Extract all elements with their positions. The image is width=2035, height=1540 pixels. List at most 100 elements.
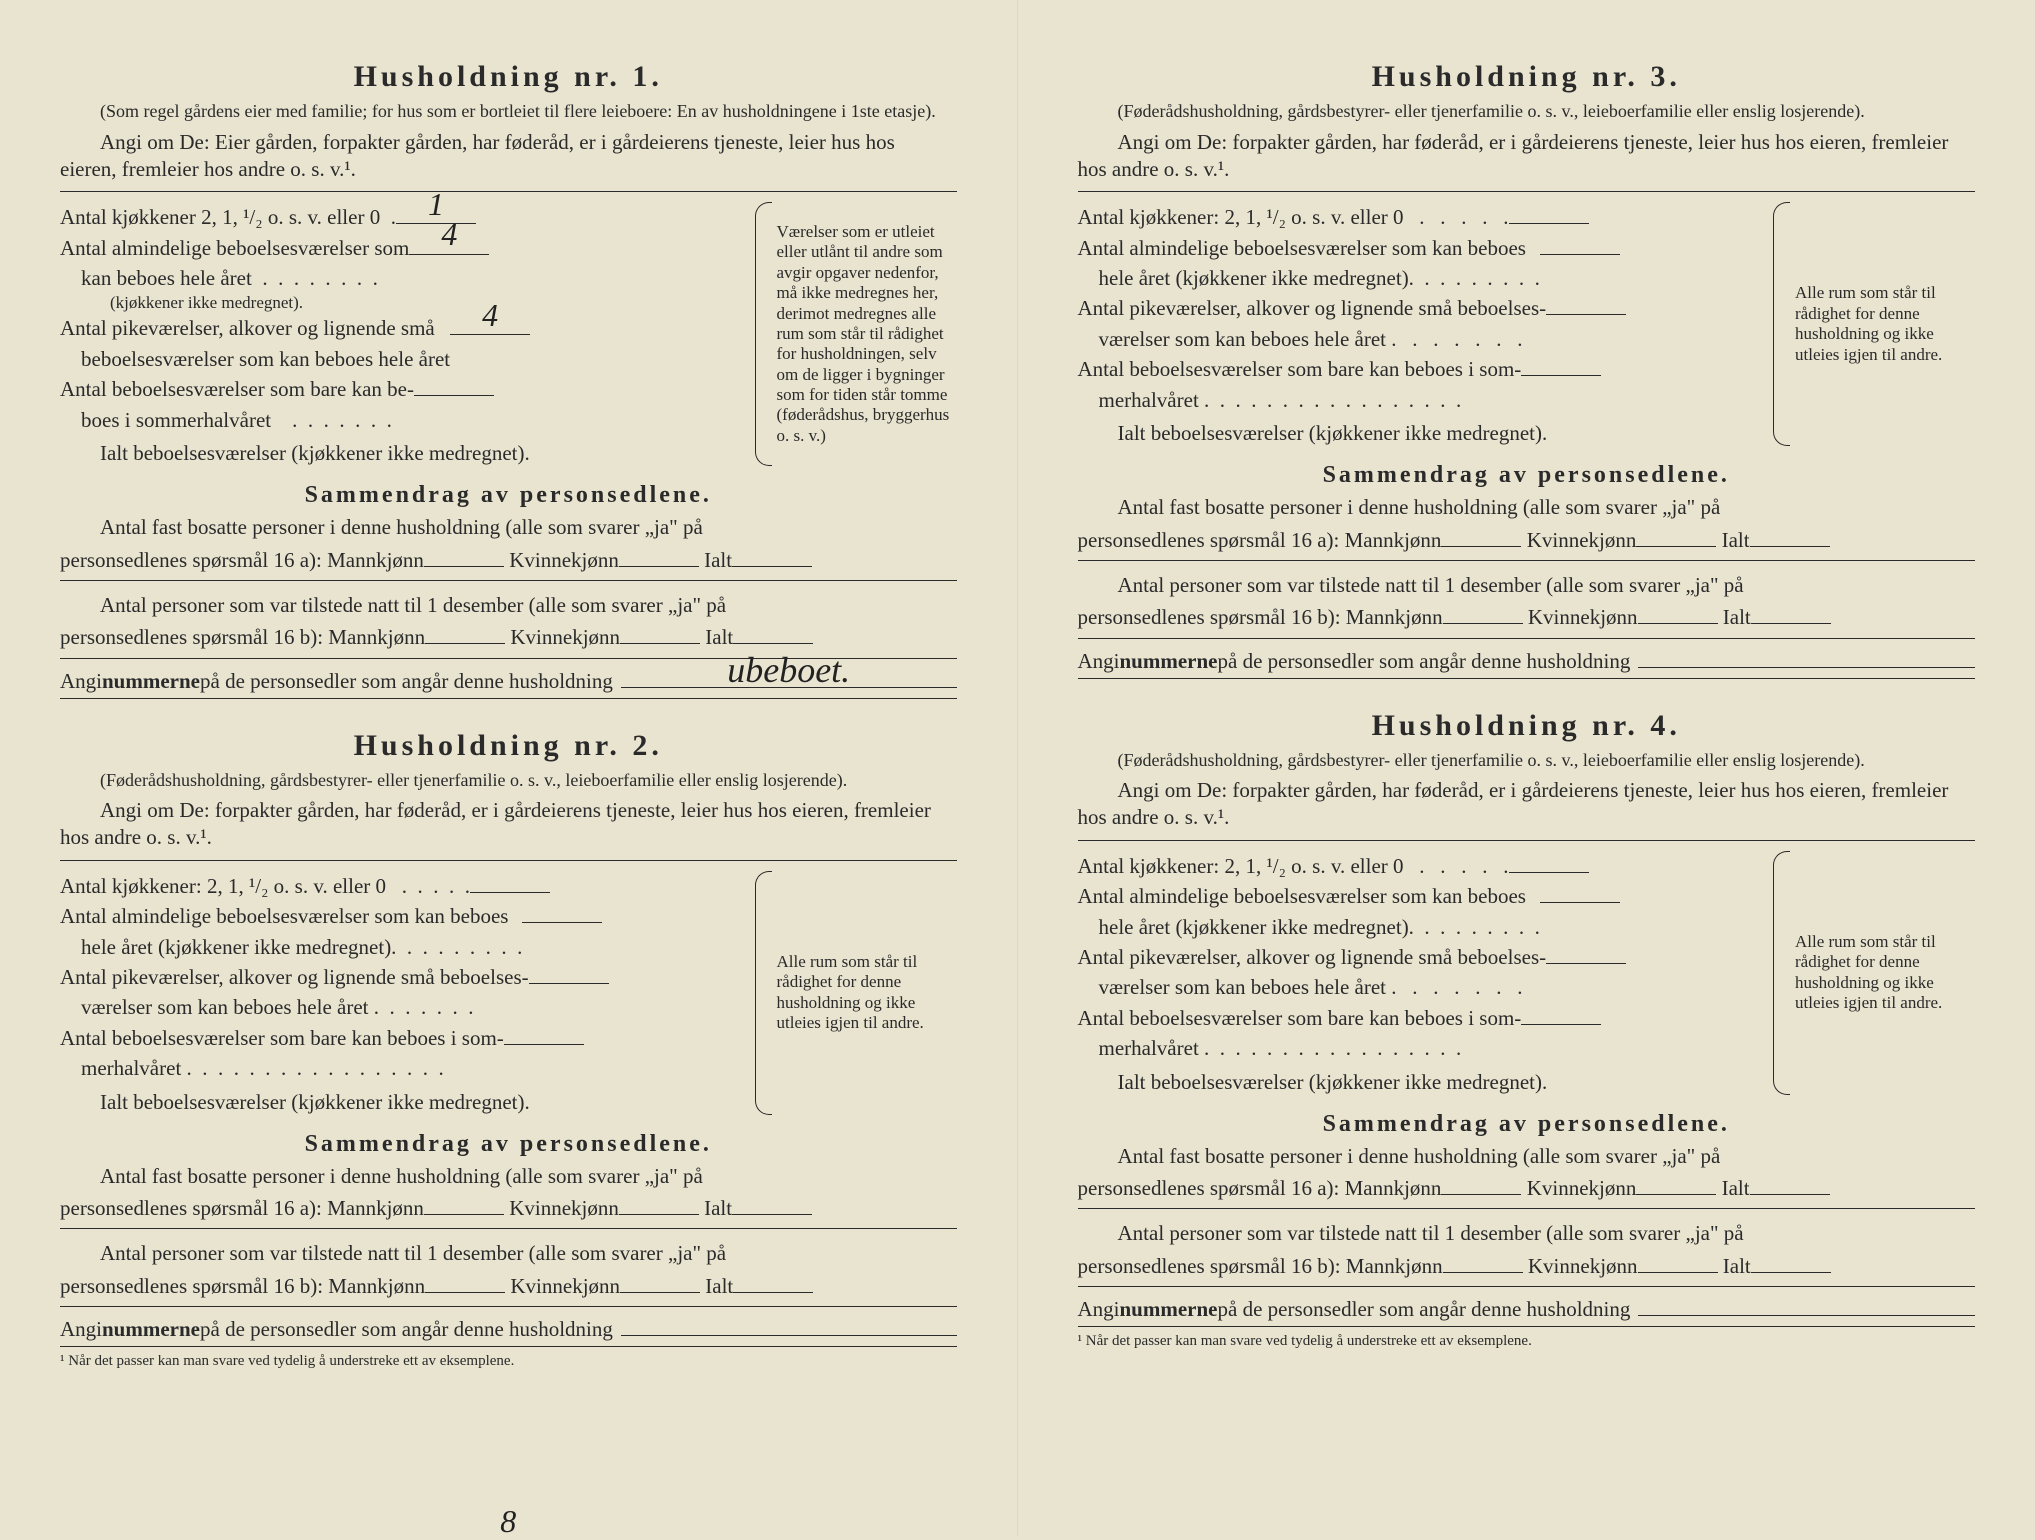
household-2-rows-group: Antal kjøkkener: 2, 1, ¹/₂ o. s. v. elle…	[60, 871, 957, 1115]
household-1-subtitle: (Som regel gårdens eier med familie; for…	[60, 100, 957, 123]
text: Kvinnekjønn	[1528, 605, 1638, 629]
row-label: Antal kjøkkener: 2, 1, ¹/₂ o. s. v. elle…	[1078, 851, 1509, 881]
household-2-title: Husholdning nr. 2.	[60, 729, 957, 763]
row-blank	[1546, 943, 1626, 964]
field-kvinnekjonn	[619, 1196, 699, 1215]
row-subnote: (kjøkkener ikke medregnet).	[60, 293, 745, 313]
h2-row-total: Ialt beboelsesværelser (kjøkkener ikke m…	[60, 1090, 745, 1115]
h2-summary-line1a: Antal fast bosatte personer i denne hush…	[60, 1162, 957, 1190]
text: personsedlenes spørsmål 16 a): Mannkjønn	[1078, 528, 1442, 552]
h3-summary-line1b: personsedlenes spørsmål 16 a): Mannkjønn…	[1078, 526, 1976, 554]
field-kvinnekjonn	[1638, 1254, 1718, 1273]
row-blank	[1546, 294, 1626, 315]
row-blank: 1	[396, 203, 476, 224]
row-label: Antal almindelige beboelsesværelser som …	[60, 901, 522, 962]
h2-row-kitchens: Antal kjøkkener: 2, 1, ¹/₂ o. s. v. elle…	[60, 871, 745, 901]
side-note-text: Alle rum som står til rådighet for denne…	[1795, 932, 1975, 1014]
summary-heading: Sammendrag av personsedlene.	[1078, 462, 1976, 489]
separator	[60, 580, 957, 581]
field-mannkjonn	[425, 1274, 505, 1293]
h2-angi-nummerne: Angi nummerne på de personsedler som ang…	[60, 1317, 957, 1347]
household-3-title: Husholdning nr. 3.	[1078, 60, 1976, 94]
field-kvinnekjonn	[620, 625, 700, 644]
side-note-2: Alle rum som står til rådighet for denne…	[1773, 851, 1975, 1095]
row-blank	[470, 872, 550, 893]
field-mannkjonn	[424, 548, 504, 567]
field-mannkjonn	[425, 625, 505, 644]
text: personsedlenes spørsmål 16 a): Mannkjønn	[60, 548, 424, 572]
page-left: Husholdning nr. 1. (Som regel gårdens ei…	[0, 0, 1018, 1536]
text: Kvinnekjønn	[510, 1274, 620, 1298]
summary-heading: Sammendrag av personsedlene.	[1078, 1111, 1976, 1138]
text: Ialt	[1722, 1176, 1750, 1200]
footnote: ¹ Når det passer kan man svare ved tydel…	[1078, 1333, 1976, 1350]
text: Angi	[60, 669, 102, 694]
field-kvinnekjonn	[1638, 605, 1718, 624]
text: Angi	[1078, 649, 1120, 674]
household-4-angi: Angi om De: forpakter gården, har føderå…	[1078, 777, 1976, 832]
household-1-rows-group: Antal kjøkkener 2, 1, ¹/₂ o. s. v. eller…	[60, 202, 957, 466]
field-ialt	[732, 1196, 812, 1215]
row-blank	[414, 375, 494, 396]
h1-summary-line2a: Antal personer som var tilstede natt til…	[60, 591, 957, 619]
summary-heading: Sammendrag av personsedlene.	[60, 1131, 957, 1158]
page-right: Husholdning nr. 3. (Føderådshusholdning,…	[1018, 0, 2035, 1536]
h3-summary-line1a: Antal fast bosatte personer i denne hush…	[1078, 493, 1976, 521]
handwritten-value: 8	[500, 1503, 516, 1540]
h1-summary-line1b: personsedlenes spørsmål 16 a): Mannkjønn…	[60, 546, 957, 574]
h1-angi-nummerne: Angi nummerne på de personsedler som ang…	[60, 669, 957, 699]
h2-summary-line2a: Antal personer som var tilstede natt til…	[60, 1239, 957, 1267]
household-1-angi: Angi om De: Eier gården, forpakter gårde…	[60, 129, 957, 184]
h1-row-maid-rooms: Antal pikeværelser, alkover og lignende …	[60, 313, 745, 374]
row-label: Antal kjøkkener: 2, 1, ¹/₂ o. s. v. elle…	[60, 871, 470, 901]
field-kvinnekjonn	[1636, 1176, 1716, 1195]
text: Ialt	[705, 625, 733, 649]
row-label: Antal pikeværelser, alkover og lignende …	[60, 962, 529, 1023]
field-ialt	[733, 625, 813, 644]
handwritten-value: 4	[482, 292, 498, 338]
side-note-2: Alle rum som står til rådighet for denne…	[755, 871, 957, 1115]
h4-summary-line1b: personsedlenes spørsmål 16 a): Mannkjønn…	[1078, 1174, 1976, 1202]
text: Kvinnekjønn	[1527, 528, 1637, 552]
h1-row-rooms-year: Antal almindelige beboelsesværelser som …	[60, 233, 745, 294]
household-1-title: Husholdning nr. 1.	[60, 60, 957, 94]
row-blank	[1521, 1004, 1601, 1025]
text: på de personsedler som angår denne husho…	[200, 1317, 613, 1342]
separator	[1078, 1208, 1976, 1209]
household-4-rows-group: Antal kjøkkener: 2, 1, ¹/₂ o. s. v. elle…	[1078, 851, 1976, 1095]
row-label: Antal pikeværelser, alkover og lignende …	[1078, 942, 1547, 1003]
field-ialt	[1751, 1254, 1831, 1273]
separator	[1078, 560, 1976, 561]
field-mannkjonn	[424, 1196, 504, 1215]
row-blank	[504, 1024, 584, 1045]
h3-row-summer-rooms: Antal beboelsesværelser som bare kan beb…	[1078, 354, 1764, 415]
separator	[60, 860, 957, 861]
row-blank	[1540, 234, 1620, 255]
household-3-rows-group: Antal kjøkkener: 2, 1, ¹/₂ o. s. v. elle…	[1078, 202, 1976, 446]
household-3-angi: Angi om De: forpakter gården, har føderå…	[1078, 129, 1976, 184]
text: personsedlenes spørsmål 16 a): Mannkjønn	[1078, 1176, 1442, 1200]
field-mannkjonn	[1441, 528, 1521, 547]
text-bold: nummerne	[102, 669, 200, 694]
handwritten-value: ubeboet.	[727, 649, 850, 691]
row-label: Antal almindelige beboelsesværelser som …	[1078, 881, 1540, 942]
field-ialt	[1751, 605, 1831, 624]
field-kvinnekjonn	[1636, 528, 1716, 547]
field-ialt	[733, 1274, 813, 1293]
h3-summary-line2a: Antal personer som var tilstede natt til…	[1078, 571, 1976, 599]
separator	[60, 191, 957, 192]
field-mannkjonn	[1443, 605, 1523, 624]
fill-blank	[621, 1317, 957, 1336]
household-3: Husholdning nr. 3. (Føderådshusholdning,…	[1078, 60, 1976, 679]
h1-row-summer-rooms: Antal beboelsesværelser som bare kan be-…	[60, 374, 745, 435]
text: Kvinnekjønn	[1527, 1176, 1637, 1200]
fill-blank	[1638, 649, 1975, 668]
text: Angi	[1078, 1297, 1120, 1322]
row-label: Antal beboelsesværelser som bare kan be-…	[60, 374, 414, 435]
field-ialt	[1750, 1176, 1830, 1195]
household-2-angi: Angi om De: forpakter gården, har føderå…	[60, 797, 957, 852]
text: personsedlenes spørsmål 16 a): Mannkjønn	[60, 1196, 424, 1220]
text: Ialt	[1722, 528, 1750, 552]
h2-row-maid-rooms: Antal pikeværelser, alkover og lignende …	[60, 962, 745, 1023]
separator	[60, 1228, 957, 1229]
